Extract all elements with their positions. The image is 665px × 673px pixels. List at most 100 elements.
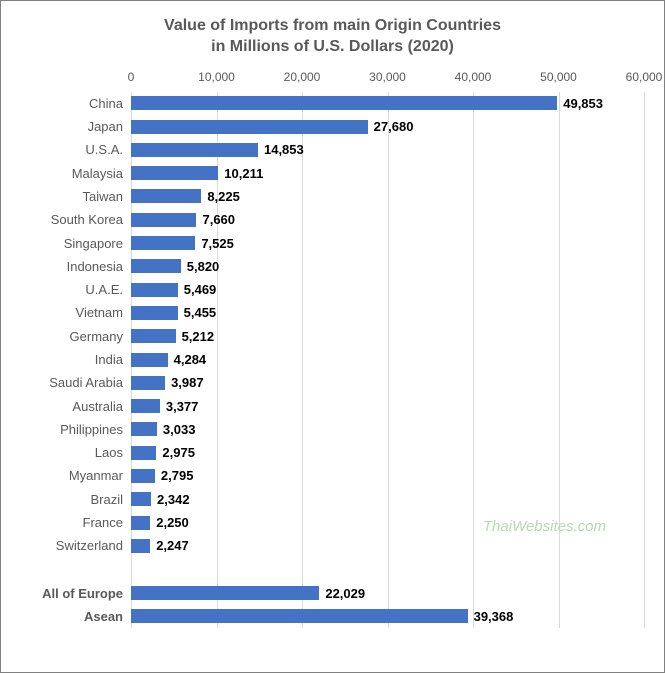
x-tick: 40,000 (455, 70, 492, 84)
bar-row: Taiwan8,225 (21, 185, 644, 208)
bar-row: Japan27,680 (21, 115, 644, 138)
bar-category-label: Vietnam (21, 305, 131, 320)
bar-track: 2,975 (131, 441, 644, 464)
bar-category-label: Myanmar (21, 468, 131, 483)
bar-category-label: Australia (21, 399, 131, 414)
plot-area: 010,00020,00030,00040,00050,00060,000 Ch… (21, 70, 644, 652)
bar-row: U.A.E. 5,469 (21, 278, 644, 301)
bar-category-label: All of Europe (21, 586, 131, 601)
bar-category-label: China (21, 96, 131, 111)
bar-row: China 49,853 (21, 92, 644, 115)
bar-track: 3,987 (131, 371, 644, 394)
bar-category-label: Japan (21, 119, 131, 134)
bar-value-label: 2,247 (150, 538, 189, 553)
bar (131, 283, 178, 297)
bar-category-label: Saudi Arabia (21, 375, 131, 390)
bar-track: 2,795 (131, 464, 644, 487)
bar-value-label: 7,525 (195, 236, 234, 251)
bar-track: 2,250 (131, 511, 644, 534)
bar-track: 10,211 (131, 161, 644, 184)
bar-category-label: Germany (21, 329, 131, 344)
bar-category-label: India (21, 352, 131, 367)
bar (131, 236, 195, 250)
bar-track: 2,247 (131, 534, 644, 557)
chart-container: Value of Imports from main Origin Countr… (0, 0, 665, 673)
bar-category-label: Taiwan (21, 189, 131, 204)
bar (131, 539, 150, 553)
x-tick: 0 (128, 70, 135, 84)
bar-row: All of Europe 22,029 (21, 582, 644, 605)
bar-row: India 4,284 (21, 348, 644, 371)
bar (131, 399, 160, 413)
bar-track: 14,853 (131, 138, 644, 161)
bar-row: Germany 5,212 (21, 325, 644, 348)
bar-value-label: 2,250 (150, 515, 189, 530)
bar-category-label: Laos (21, 445, 131, 460)
bar-value-label: 2,795 (155, 468, 194, 483)
bar-value-label: 14,853 (258, 142, 304, 157)
group-separator (21, 558, 644, 582)
bar (131, 492, 151, 506)
bars-area: China49,853Japan27,680U.S.A.14,853Malays… (21, 92, 644, 629)
bar-category-label: Singapore (21, 236, 131, 251)
bar-value-label: 49,853 (557, 96, 603, 111)
bar-row: Myanmar 2,795 (21, 464, 644, 487)
bar-track: 3,377 (131, 394, 644, 417)
bar-value-label: 3,987 (165, 375, 204, 390)
bar-value-label: 22,029 (319, 586, 365, 601)
bar-track: 2,342 (131, 488, 644, 511)
bar-row: Philippines3,033 (21, 418, 644, 441)
bar (131, 96, 557, 110)
bar-value-label: 5,469 (178, 282, 217, 297)
bar-track: 27,680 (131, 115, 644, 138)
bar-value-label: 5,455 (178, 305, 217, 320)
chart-title: Value of Imports from main Origin Countr… (21, 16, 644, 58)
bar-value-label: 5,212 (176, 329, 215, 344)
bar-track: 7,660 (131, 208, 644, 231)
bar-value-label: 2,975 (156, 445, 195, 460)
bar (131, 120, 368, 134)
bar-value-label: 39,368 (468, 609, 514, 624)
bar-track: 5,820 (131, 255, 644, 278)
bar-value-label: 2,342 (151, 492, 190, 507)
bar-row: Australia3,377 (21, 394, 644, 417)
bar (131, 189, 201, 203)
bar-row: France2,250 (21, 511, 644, 534)
gridline (644, 92, 645, 629)
title-line-1: Value of Imports from main Origin Countr… (164, 17, 501, 34)
x-tick: 50,000 (540, 70, 577, 84)
bar-category-label: U.S.A. (21, 142, 131, 157)
bar (131, 306, 178, 320)
bar (131, 376, 165, 390)
bar (131, 609, 468, 623)
x-tick: 30,000 (369, 70, 406, 84)
bar-row: Laos 2,975 (21, 441, 644, 464)
bar-category-label: Indonesia (21, 259, 131, 274)
bar-track: 7,525 (131, 231, 644, 254)
bar (131, 446, 156, 460)
bar (131, 516, 150, 530)
bar-track: 5,469 (131, 278, 644, 301)
bar-row: Malaysia10,211 (21, 161, 644, 184)
bar-category-label: Malaysia (21, 166, 131, 181)
bar-track: 4,284 (131, 348, 644, 371)
bar-row: Vietnam 5,455 (21, 301, 644, 324)
bar-value-label: 5,820 (181, 259, 220, 274)
bar-row: Saudi Arabia 3,987 (21, 371, 644, 394)
bar (131, 353, 168, 367)
bar (131, 213, 196, 227)
bar-row: South Korea7,660 (21, 208, 644, 231)
bar-row: Asean 39,368 (21, 605, 644, 628)
bar-category-label: Switzerland (21, 538, 131, 553)
bar-category-label: Philippines (21, 422, 131, 437)
bar-row: Switzerland 2,247 (21, 534, 644, 557)
bar (131, 586, 319, 600)
bar-track: 39,368 (131, 605, 644, 628)
bar-value-label: 4,284 (168, 352, 207, 367)
bar-row: Brazil2,342 (21, 488, 644, 511)
bar-category-label: Asean (21, 609, 131, 624)
bar-category-label: U.A.E. (21, 282, 131, 297)
bar-track: 3,033 (131, 418, 644, 441)
bar-track: 49,853 (131, 92, 644, 115)
bar-row: U.S.A. 14,853 (21, 138, 644, 161)
